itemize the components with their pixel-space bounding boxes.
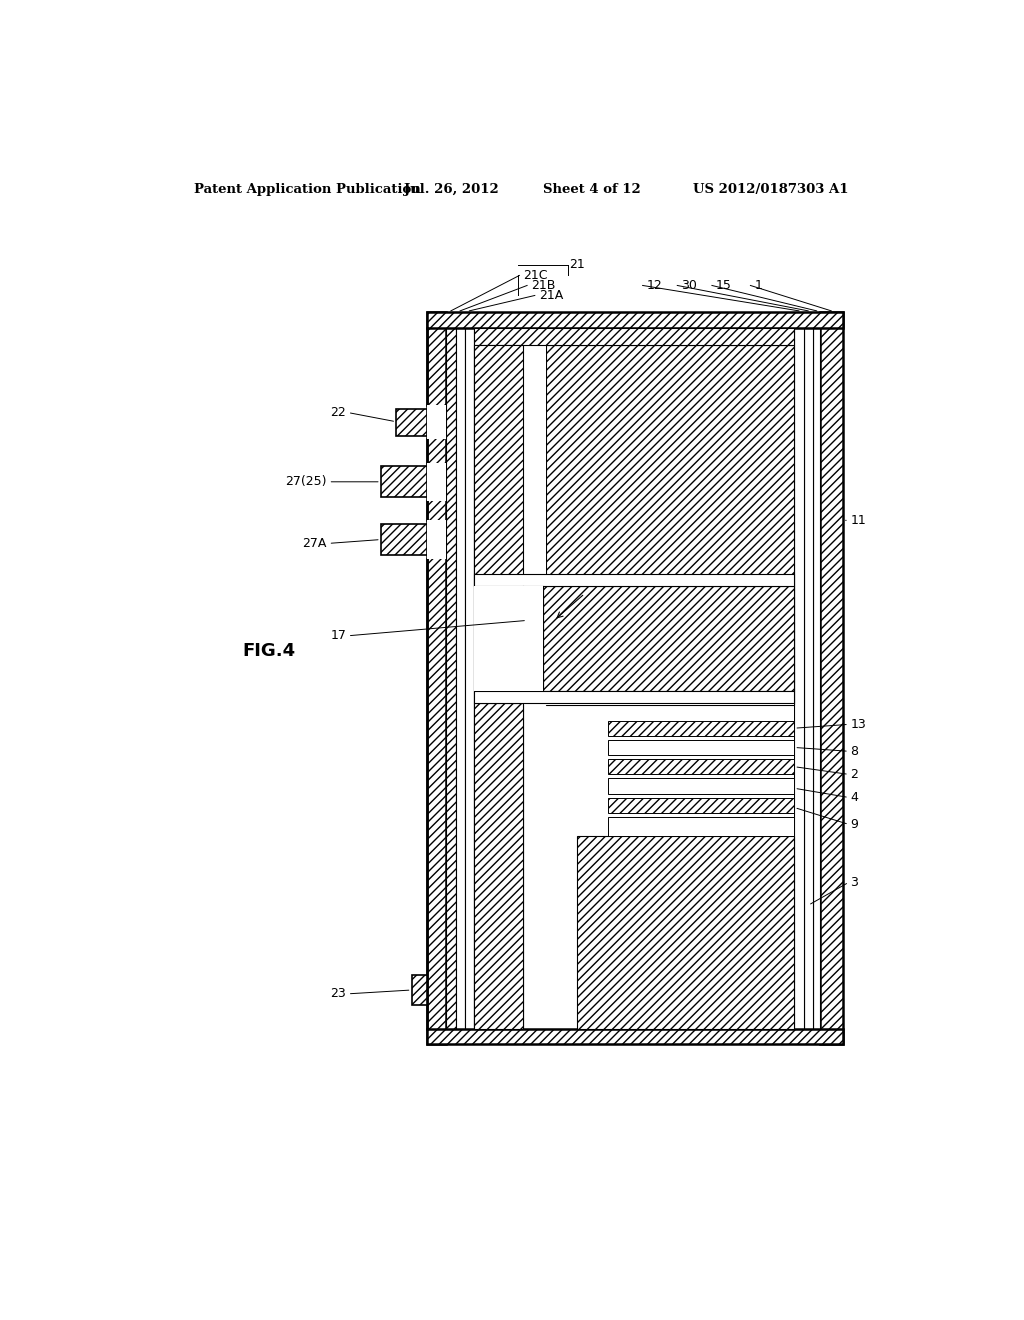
Bar — [547, 345, 795, 705]
Bar — [608, 797, 795, 813]
Bar — [474, 702, 523, 1028]
Bar — [804, 313, 813, 1044]
Bar — [381, 524, 427, 554]
Text: Patent Application Publication: Patent Application Publication — [194, 183, 421, 197]
Bar — [474, 692, 795, 702]
Bar — [427, 1028, 843, 1044]
Bar — [820, 313, 843, 1044]
Text: 23: 23 — [331, 987, 346, 1001]
Text: 3: 3 — [851, 875, 858, 888]
Bar — [427, 313, 446, 1044]
Text: 2: 2 — [851, 768, 858, 781]
Text: 12: 12 — [646, 279, 663, 292]
Bar — [474, 586, 523, 692]
Bar — [608, 739, 795, 755]
Text: 4: 4 — [851, 791, 858, 804]
Text: 9: 9 — [851, 818, 858, 832]
Text: 1: 1 — [755, 279, 762, 292]
Bar — [456, 313, 465, 1044]
Bar — [523, 590, 795, 705]
Text: 30: 30 — [681, 279, 697, 292]
Bar — [474, 345, 523, 586]
Bar — [543, 586, 795, 692]
Text: 17: 17 — [331, 630, 346, 643]
Text: Sheet 4 of 12: Sheet 4 of 12 — [543, 183, 640, 197]
Text: 11: 11 — [851, 513, 866, 527]
Bar — [608, 759, 795, 775]
Bar — [427, 462, 446, 502]
Bar — [427, 313, 843, 327]
Bar — [474, 586, 543, 692]
Text: Jul. 26, 2012: Jul. 26, 2012 — [403, 183, 499, 197]
Bar — [608, 721, 795, 737]
Text: 8: 8 — [851, 744, 858, 758]
Text: 21A: 21A — [539, 289, 563, 302]
Bar — [465, 313, 474, 1044]
Text: FIG.4: FIG.4 — [243, 643, 296, 660]
Bar — [427, 405, 446, 440]
Text: 27A: 27A — [302, 537, 327, 550]
Bar — [474, 345, 523, 1028]
Bar — [795, 313, 804, 1044]
Text: 15: 15 — [716, 279, 731, 292]
Bar — [427, 520, 446, 558]
Bar — [608, 779, 795, 793]
Text: 13: 13 — [851, 718, 866, 731]
Text: 21: 21 — [569, 259, 585, 271]
Bar — [396, 409, 427, 436]
Text: US 2012/0187303 A1: US 2012/0187303 A1 — [692, 183, 848, 197]
Bar — [608, 817, 795, 836]
Bar — [578, 836, 795, 1028]
Bar — [412, 974, 427, 1006]
Text: 22: 22 — [331, 407, 346, 418]
Bar — [474, 327, 795, 345]
Bar — [474, 574, 795, 586]
Text: 21C: 21C — [523, 269, 548, 282]
Bar — [474, 327, 795, 1028]
Text: 21B: 21B — [531, 279, 555, 292]
Bar — [523, 345, 547, 590]
Bar — [813, 313, 820, 1044]
Bar — [446, 313, 456, 1044]
Text: 27(25): 27(25) — [286, 475, 327, 488]
Bar — [381, 466, 427, 498]
